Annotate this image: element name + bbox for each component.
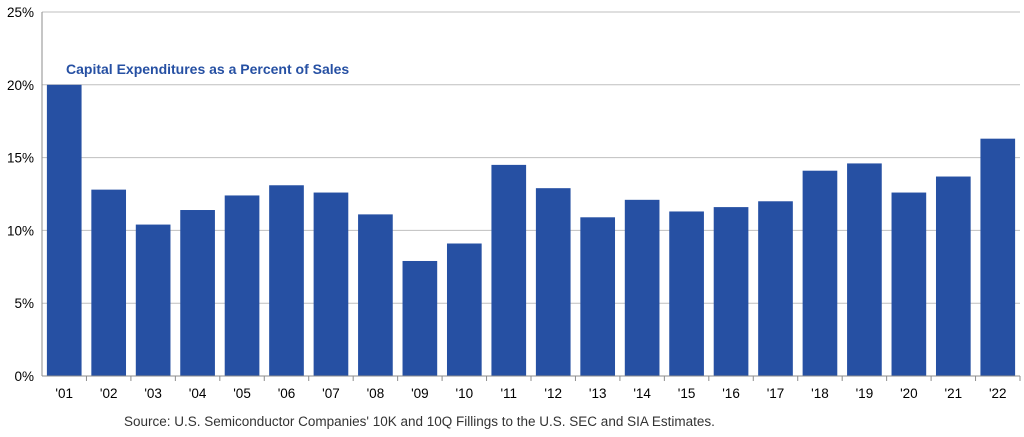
x-tick-label: '13 xyxy=(589,386,607,401)
y-tick-label: 10% xyxy=(7,223,34,238)
bar-5 xyxy=(269,185,304,376)
x-tick-label: '19 xyxy=(856,386,874,401)
x-tick-label: '22 xyxy=(989,386,1007,401)
bar-0 xyxy=(46,84,82,377)
y-tick-label: 0% xyxy=(14,369,34,384)
bar-9 xyxy=(446,243,482,376)
bar-6 xyxy=(313,192,349,376)
x-tick-label: '12 xyxy=(544,386,562,401)
x-tick-label: '05 xyxy=(233,386,251,401)
x-tick-label: '03 xyxy=(144,386,162,401)
bar-14 xyxy=(669,211,704,376)
bars xyxy=(46,84,1016,377)
y-axis: 0% 5% 10% 15% 20% 25% xyxy=(7,5,43,384)
bar-11 xyxy=(535,188,571,376)
bar-8 xyxy=(402,260,438,376)
bar-7 xyxy=(358,214,393,376)
x-tick-label: '10 xyxy=(456,386,474,401)
y-tick-label: 25% xyxy=(7,5,34,20)
y-tick-label: 15% xyxy=(7,151,34,166)
x-tick-label: '21 xyxy=(945,386,963,401)
x-tick-label: '09 xyxy=(411,386,429,401)
x-tick-label: '01 xyxy=(55,386,73,401)
bar-3 xyxy=(180,210,215,376)
y-tick-label: 5% xyxy=(14,296,34,311)
y-tick-label: 20% xyxy=(7,78,34,93)
bar-18 xyxy=(847,163,882,376)
bar-12 xyxy=(580,217,616,376)
bar-16 xyxy=(758,201,793,376)
bar-19 xyxy=(891,192,927,376)
source-note: Source: U.S. Semiconductor Companies' 10… xyxy=(124,414,715,429)
x-tick-label: '06 xyxy=(278,386,296,401)
x-tick-label: '07 xyxy=(322,386,340,401)
x-tick-label: '17 xyxy=(767,386,785,401)
bar-20 xyxy=(935,176,971,376)
x-tick-label: '02 xyxy=(100,386,118,401)
x-tick-label: '20 xyxy=(900,386,918,401)
x-tick-label: '04 xyxy=(189,386,207,401)
x-axis: '01 '02 '03 '04 '05 '06 '07 '08 '09 '10 '11 '12 '13 '… xyxy=(42,375,1021,401)
x-tick-label: '08 xyxy=(367,386,385,401)
chart-title: Capital Expenditures as a Percent of Sal… xyxy=(66,61,349,77)
bar-1 xyxy=(91,189,127,376)
x-tick-label: '11 xyxy=(500,386,517,401)
bar-13 xyxy=(624,199,660,376)
bar-10 xyxy=(491,164,527,376)
x-tick-label: '14 xyxy=(633,386,651,401)
x-tick-label: '16 xyxy=(722,386,740,401)
bar-4 xyxy=(224,195,260,376)
bar-15 xyxy=(713,207,749,376)
x-tick-label: '18 xyxy=(811,386,829,401)
bar-21 xyxy=(980,138,1016,376)
bar-17 xyxy=(802,170,838,376)
x-tick-label: '15 xyxy=(678,386,696,401)
bar-2 xyxy=(135,224,171,376)
